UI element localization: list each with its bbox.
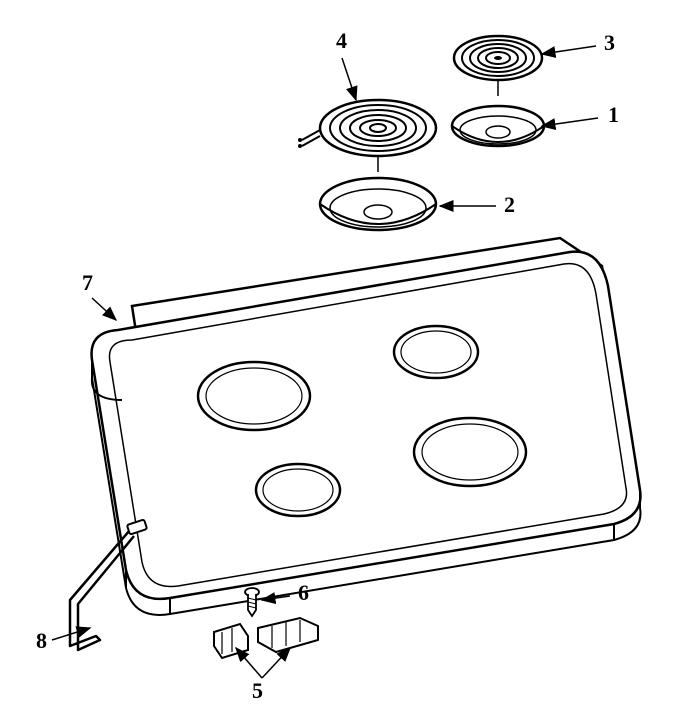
callout-6: 6: [298, 580, 309, 606]
callout-7: 7: [82, 270, 93, 296]
callout-3: 3: [604, 30, 615, 56]
large-drip-bowl: [320, 178, 436, 230]
large-coil-element: [298, 100, 436, 172]
callout-4: 4: [336, 28, 347, 54]
callout-5: 5: [252, 678, 263, 704]
diagram-canvas: 1 2 3 4 5 6 7 8: [0, 0, 680, 712]
cooktop-assembly: [92, 238, 641, 615]
terminal-block: [214, 618, 318, 658]
callout-2: 2: [504, 192, 515, 218]
small-coil-element: [454, 36, 542, 96]
parts-diagram-svg: [0, 0, 680, 712]
screw: [245, 588, 259, 616]
callout-1: 1: [608, 102, 619, 128]
callout-8: 8: [36, 628, 47, 654]
small-drip-bowl: [452, 106, 544, 146]
